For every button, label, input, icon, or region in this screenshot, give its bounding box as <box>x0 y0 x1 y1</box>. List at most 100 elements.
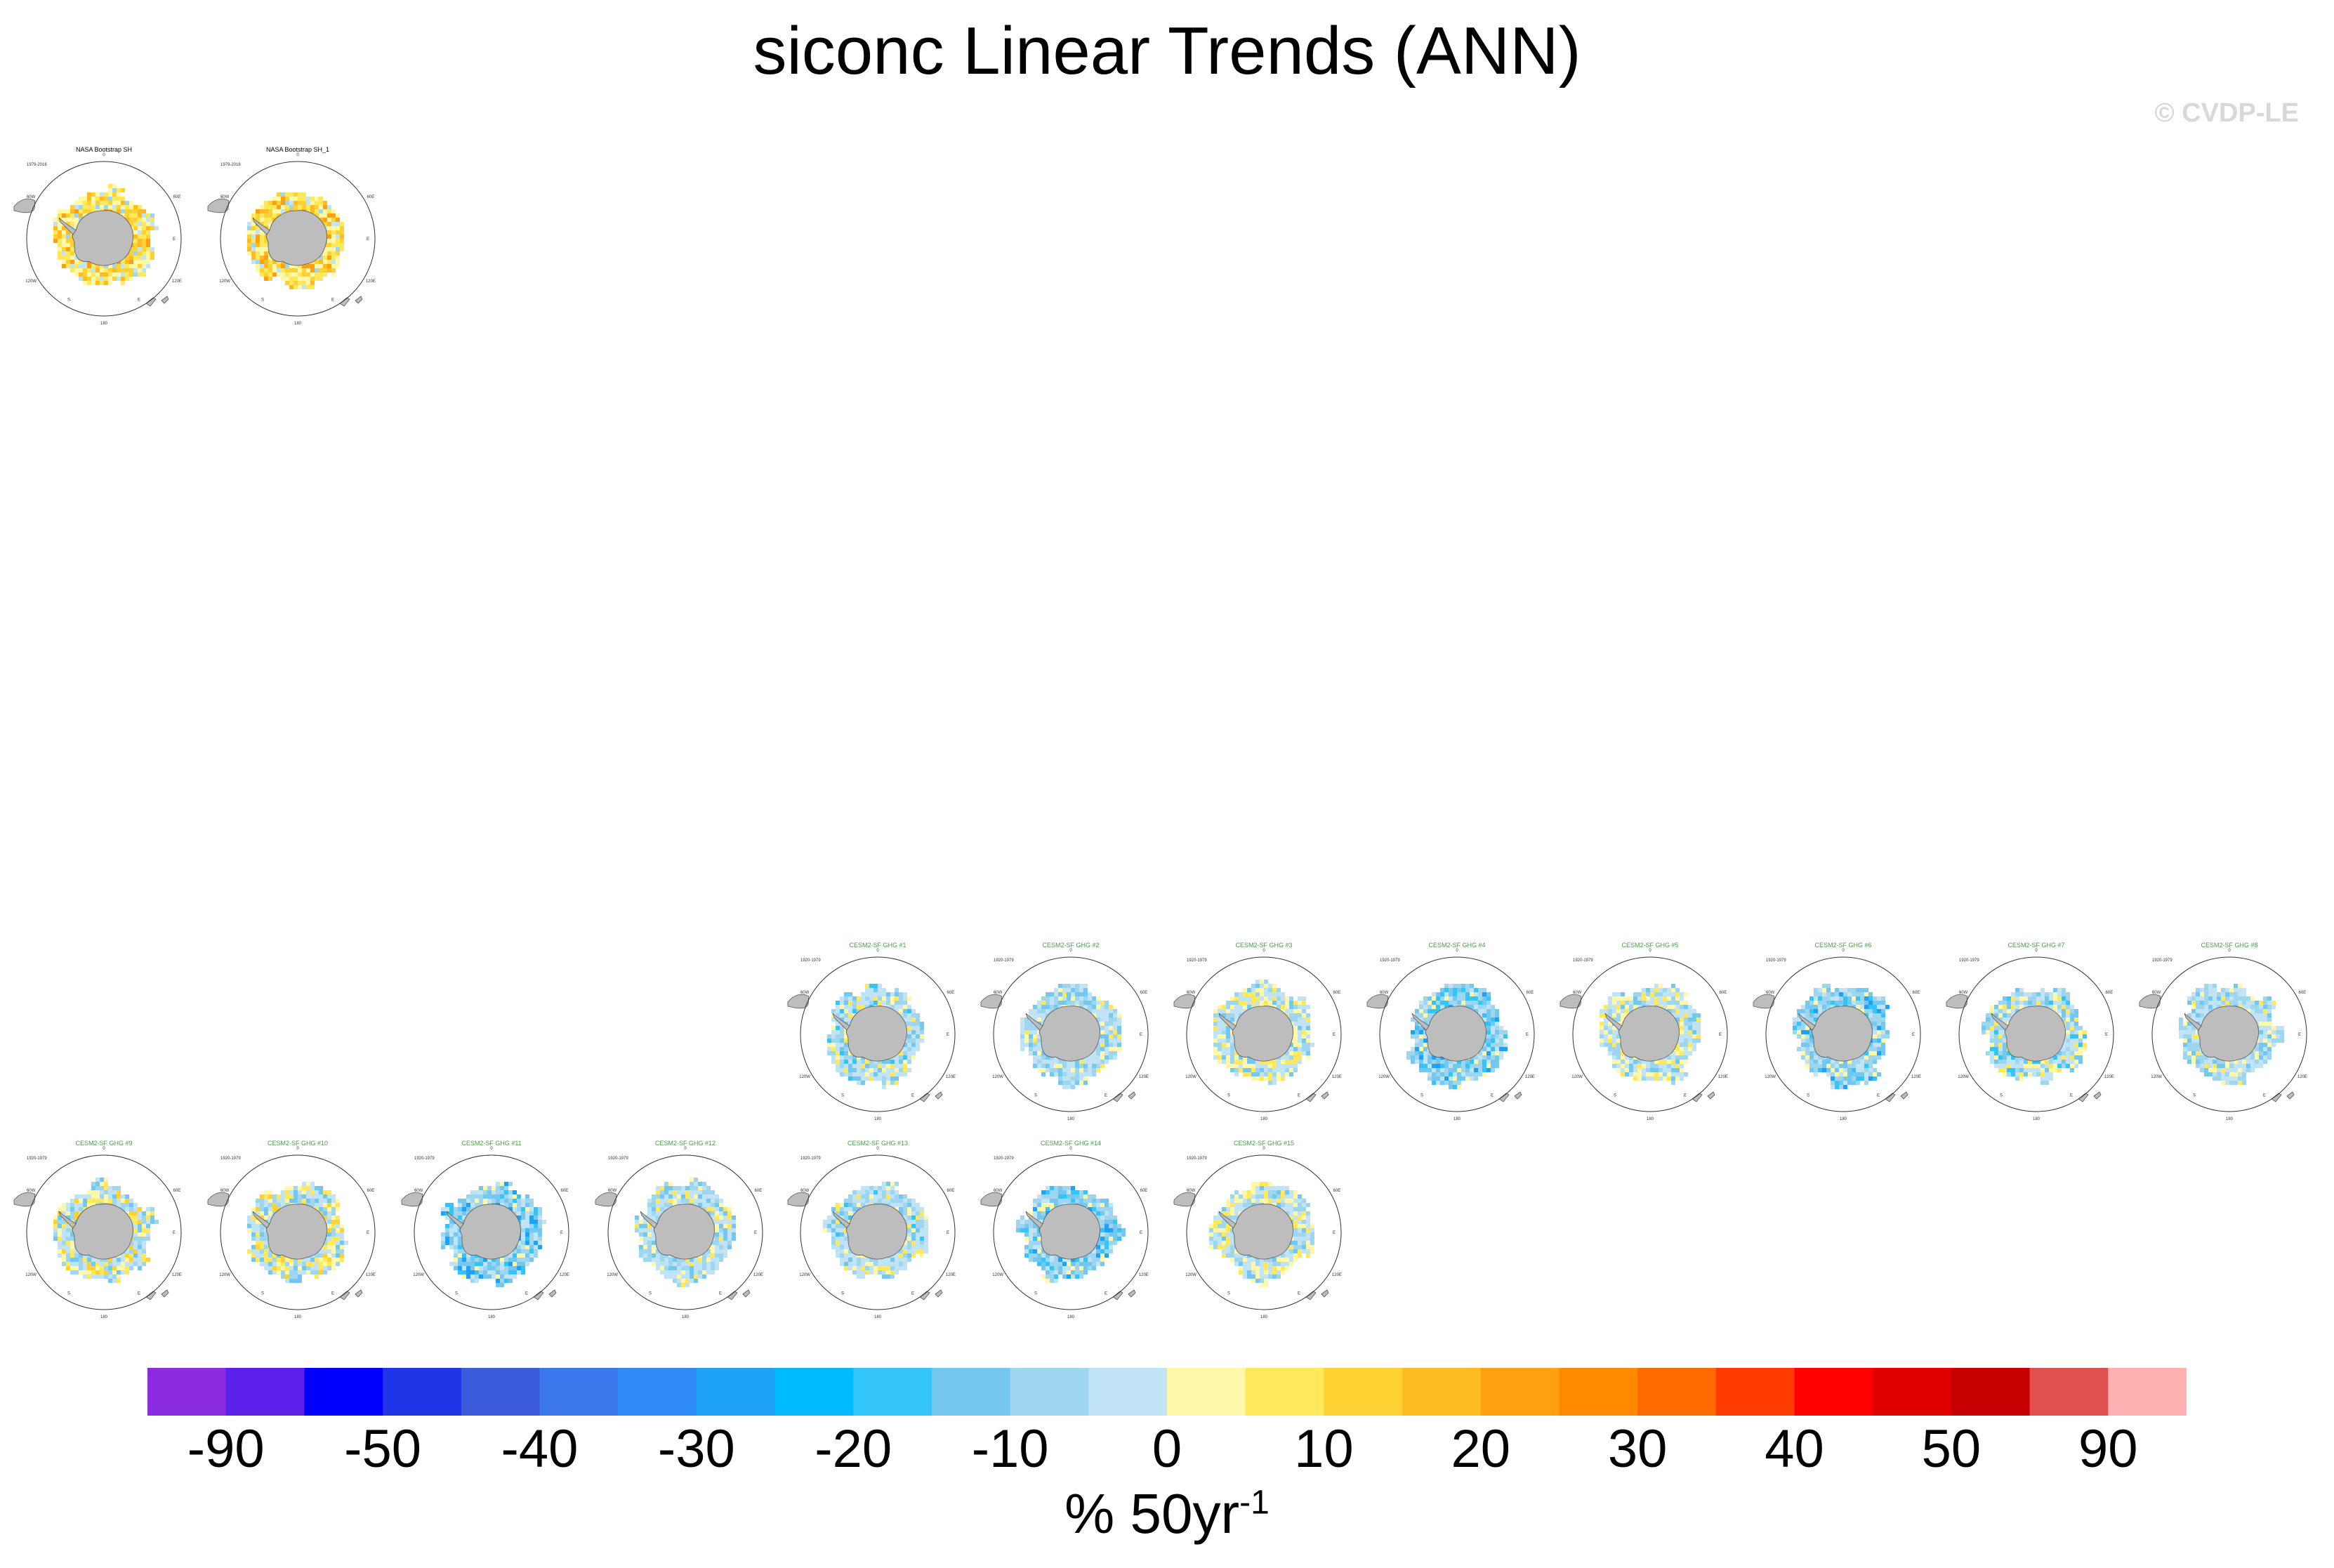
siconc-cell <box>907 1005 911 1009</box>
longitude-label: E <box>173 1231 176 1235</box>
siconc-cell <box>306 281 310 285</box>
siconc-cell <box>1293 1009 1298 1013</box>
siconc-cell <box>2062 1047 2066 1051</box>
siconc-cell <box>108 1199 112 1203</box>
siconc-cell <box>857 1081 861 1085</box>
siconc-cell <box>1637 1005 1642 1009</box>
siconc-cell <box>1260 992 1264 996</box>
siconc-cell <box>1486 1034 1491 1039</box>
siconc-cell <box>294 192 298 197</box>
siconc-cell <box>2024 1001 2028 1005</box>
siconc-cell <box>2191 1026 2196 1030</box>
siconc-cell <box>331 218 336 222</box>
siconc-cell <box>2204 1005 2208 1009</box>
siconc-cell <box>911 1043 916 1047</box>
siconc-cell <box>100 192 104 197</box>
siconc-cell <box>916 1013 920 1017</box>
longitude-label: 180 <box>1453 1117 1461 1121</box>
siconc-cell <box>2191 1005 2196 1009</box>
siconc-cell <box>1255 992 1260 996</box>
siconc-cell <box>1486 1039 1491 1043</box>
siconc-cell <box>95 1262 100 1266</box>
siconc-cell <box>1105 1039 1109 1043</box>
siconc-cell <box>1646 992 1650 996</box>
siconc-cell <box>2049 992 2053 996</box>
siconc-cell <box>2062 992 2066 996</box>
siconc-cell <box>2267 1026 2272 1030</box>
longitude-label: 180 <box>1260 1117 1268 1121</box>
siconc-cell <box>895 992 899 996</box>
siconc-cell <box>53 1237 58 1241</box>
siconc-cell <box>62 1253 66 1258</box>
siconc-cell <box>2204 1009 2208 1013</box>
siconc-cell <box>1037 1013 1041 1017</box>
siconc-cell <box>129 1211 133 1215</box>
siconc-cell <box>138 209 142 213</box>
siconc-cell <box>836 1047 840 1051</box>
siconc-cell <box>1096 1064 1100 1068</box>
siconc-cell <box>79 1270 83 1274</box>
siconc-cell <box>1226 1064 1230 1068</box>
siconc-cell <box>903 1017 907 1022</box>
siconc-cell <box>1264 1064 1268 1068</box>
siconc-cell <box>66 1249 70 1253</box>
siconc-cell <box>1272 1081 1277 1085</box>
siconc-cell <box>331 247 336 251</box>
siconc-cell <box>1298 1026 1302 1030</box>
siconc-cell <box>844 1039 848 1043</box>
siconc-cell <box>1646 1076 1650 1081</box>
siconc-cell <box>1088 1060 1092 1064</box>
panel-title: CESM2-SF GHG #3 <box>1235 942 1292 949</box>
siconc-cell <box>1415 1009 1419 1013</box>
siconc-cell <box>1092 1060 1096 1064</box>
siconc-cell <box>79 213 83 218</box>
siconc-cell <box>2191 1034 2196 1039</box>
siconc-cell <box>1868 1017 1873 1022</box>
siconc-cell <box>129 201 133 205</box>
siconc-cell <box>1633 1005 1637 1009</box>
siconc-cell <box>1033 1047 1037 1051</box>
longitude-label: 0 <box>2228 949 2231 953</box>
siconc-cell <box>2066 1064 2070 1068</box>
siconc-cell <box>2003 1005 2007 1009</box>
siconc-cell <box>1499 1030 1503 1034</box>
siconc-cell <box>852 1001 857 1005</box>
siconc-cell <box>138 251 142 256</box>
siconc-cell <box>911 1026 916 1030</box>
siconc-cell <box>133 268 138 272</box>
siconc-cell <box>1625 1055 1629 1060</box>
siconc-cell <box>1470 992 1474 996</box>
siconc-cell <box>112 1186 117 1190</box>
siconc-cell <box>323 205 327 209</box>
siconc-cell <box>916 1022 920 1026</box>
siconc-cell <box>1041 1017 1046 1022</box>
siconc-cell <box>1419 1001 1423 1005</box>
siconc-cell <box>1881 1001 1885 1005</box>
siconc-cell <box>2057 1013 2062 1017</box>
siconc-cell <box>2250 1051 2255 1055</box>
siconc-cell <box>2003 1043 2007 1047</box>
siconc-cell <box>1109 1017 1113 1022</box>
siconc-cell <box>247 230 251 235</box>
siconc-cell <box>1801 1034 1805 1039</box>
siconc-cell <box>315 277 319 281</box>
siconc-cell <box>916 1047 920 1051</box>
siconc-cell <box>1218 1022 1222 1026</box>
siconc-cell <box>1277 1064 1281 1068</box>
siconc-cell <box>1083 1072 1088 1076</box>
siconc-cell <box>251 243 256 247</box>
siconc-cell <box>899 992 903 996</box>
siconc-cell <box>899 996 903 1001</box>
siconc-cell <box>1877 1005 1881 1009</box>
siconc-cell <box>1440 1072 1444 1076</box>
siconc-cell <box>840 1017 844 1022</box>
siconc-cell <box>1222 1043 1226 1047</box>
longitude-label: 120W <box>2151 1075 2162 1079</box>
siconc-cell <box>289 192 294 197</box>
siconc-cell <box>298 285 302 289</box>
siconc-cell <box>1285 1013 1289 1017</box>
siconc-cell <box>1226 1055 1230 1060</box>
siconc-cell <box>272 264 277 268</box>
siconc-cell <box>1436 996 1440 1001</box>
siconc-cell <box>306 272 310 277</box>
